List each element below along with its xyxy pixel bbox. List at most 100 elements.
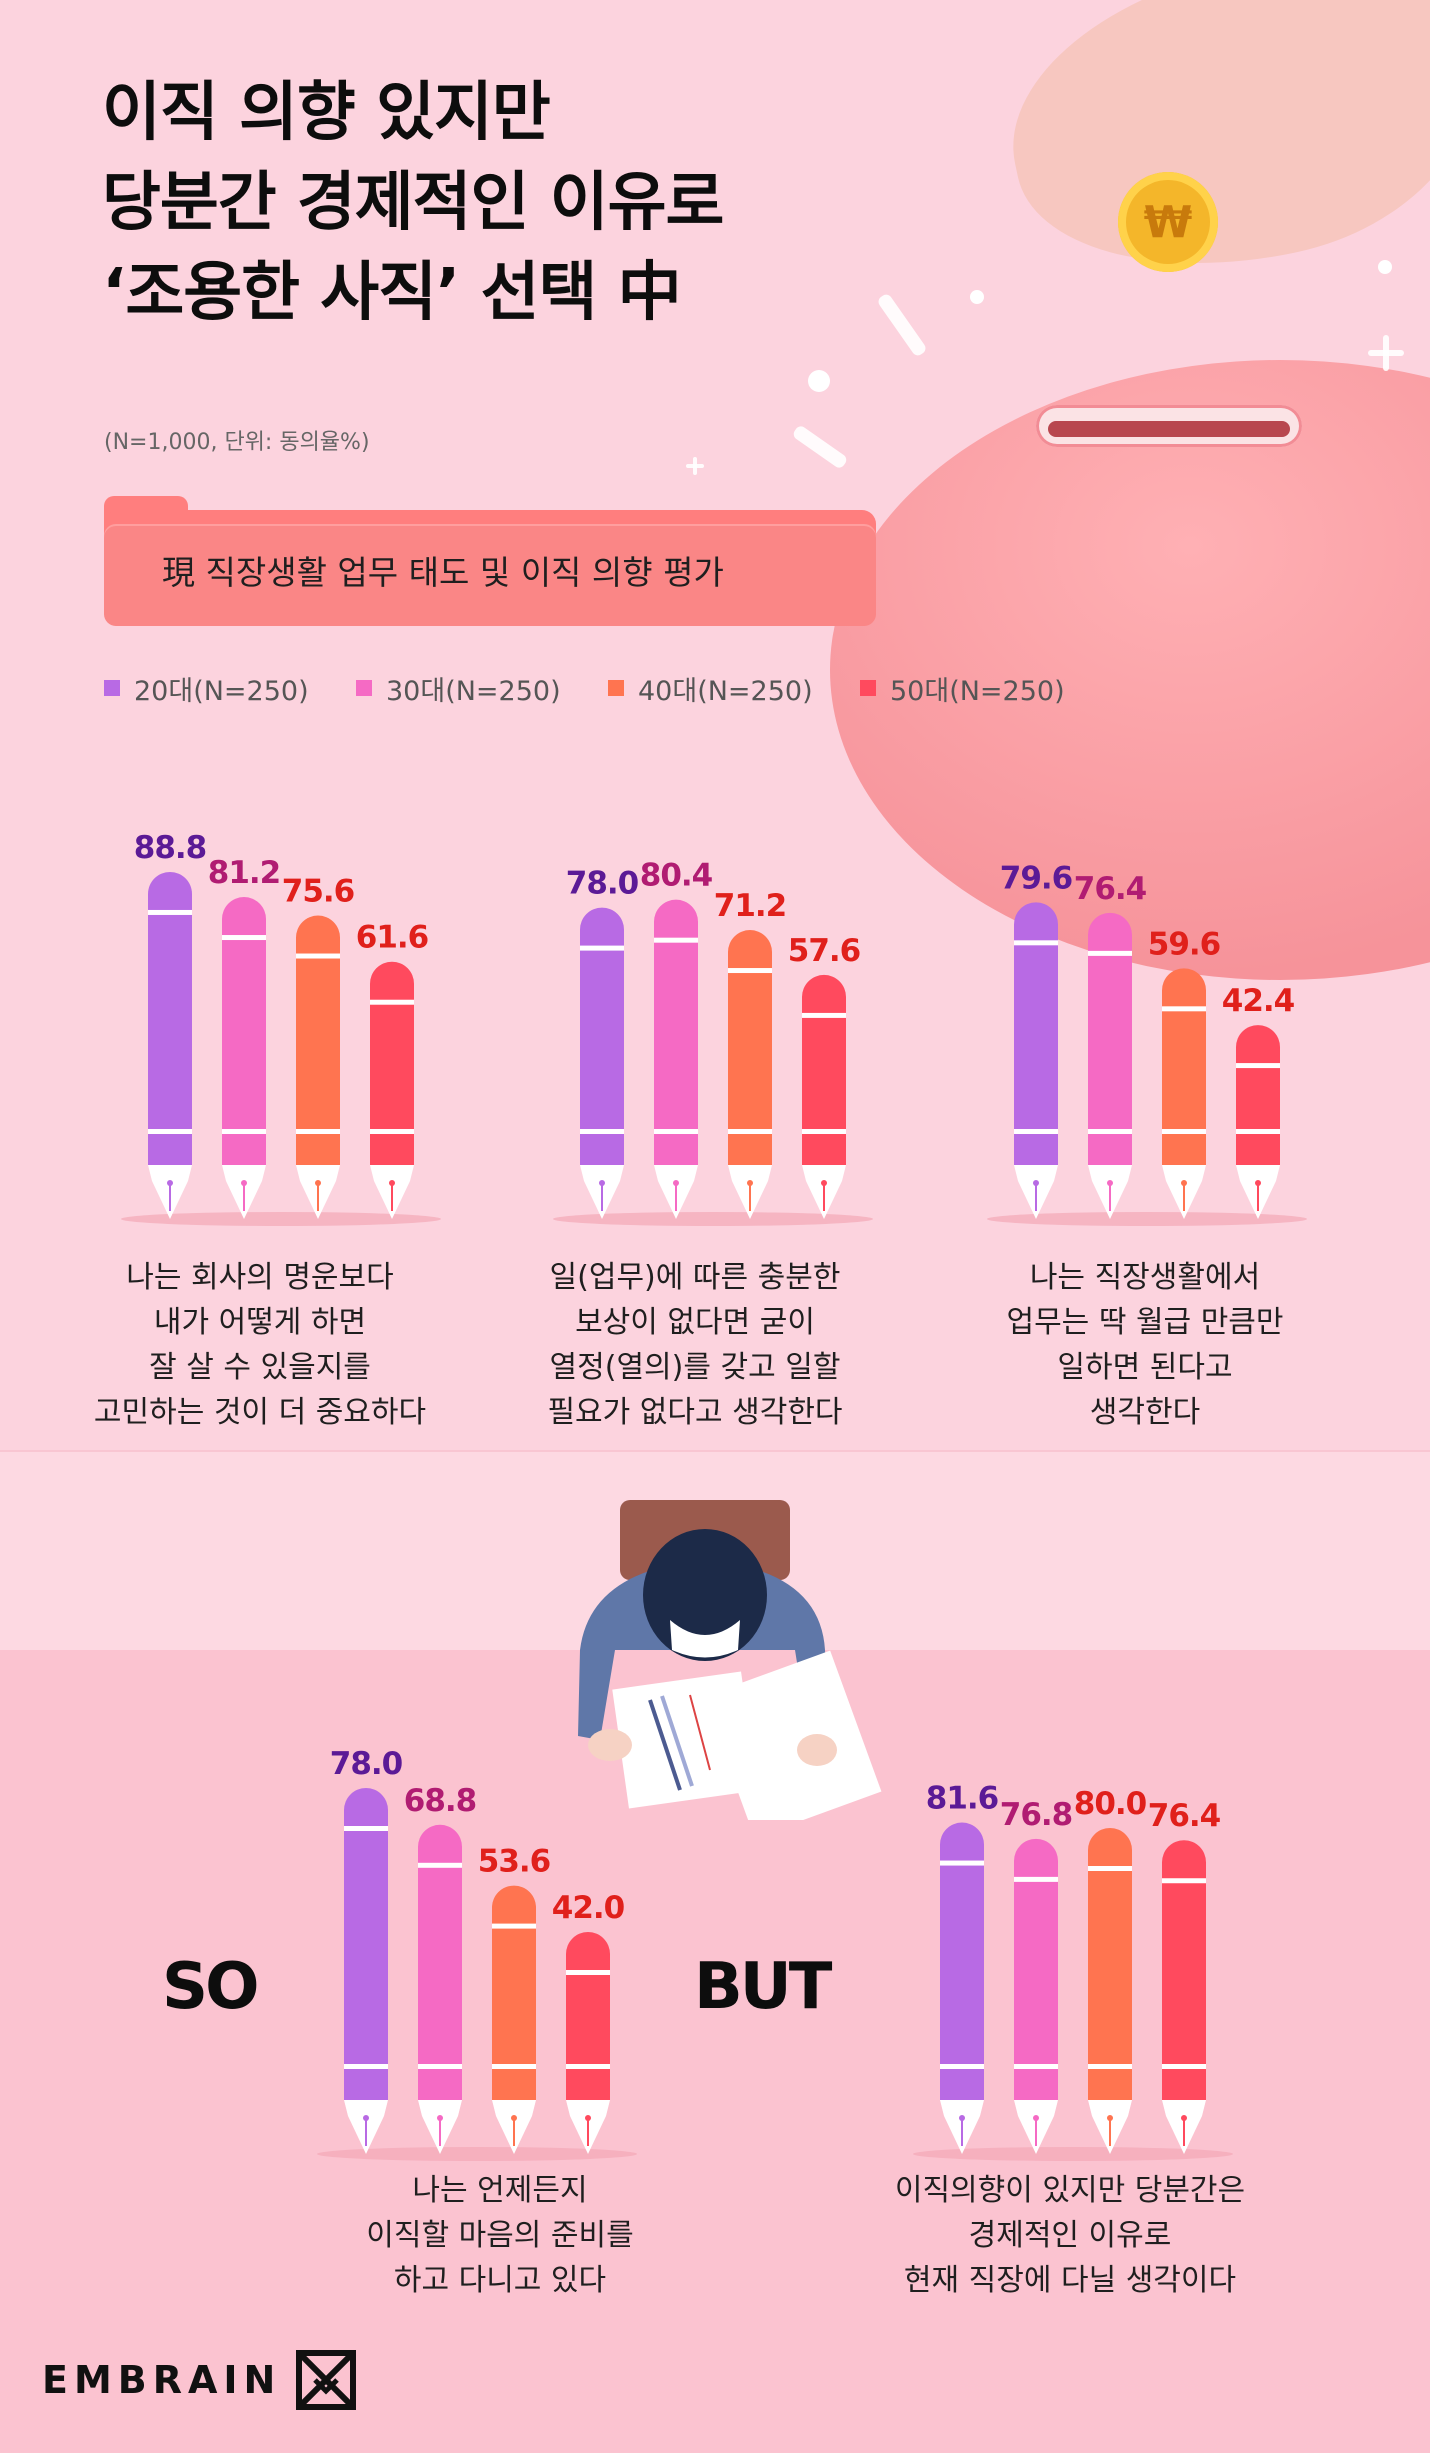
bar-value-label: 42.4 [1222,983,1295,1019]
bar-value-label: 79.6 [1000,860,1073,896]
bar-band-bottom [580,1129,624,1134]
legend-item: 40대(N=250) [608,668,860,708]
bar-band-top [566,1970,610,1975]
pen-nib-hole [1255,1180,1261,1186]
pen-nib-hole [511,2115,517,2121]
bar-value-label: 81.2 [208,855,281,891]
chart-caption: 나는 회사의 명운보다 내가 어떻게 하면 잘 살 수 있을지를 고민하는 것이… [60,1255,460,1435]
bar-group-shadow [553,1212,873,1226]
caption-line: 보상이 없다면 굳이 [575,1305,815,1340]
bar-value-label: 61.6 [356,920,429,956]
chart-legend: 20대(N=250) 30대(N=250) 40대(N=250) 50대(N=2… [104,668,1112,708]
bar-band-top [728,968,772,974]
bar [654,899,698,1165]
bar-band-bottom [1014,2064,1058,2069]
legend-swatch [356,680,372,696]
caption-line: 하고 다니고 있다 [393,2263,607,2298]
sparkle-plus-1b [1383,335,1389,371]
pen-nib-hole [673,1180,679,1186]
bar [296,915,340,1165]
sparkle-plus-2b [693,457,697,475]
bar-group-shadow [913,2147,1233,2161]
caption-line: 나는 회사의 명운보다 [126,1260,394,1295]
pen-nib-hole [389,1180,395,1186]
pen-nib-hole [1181,1180,1187,1186]
bar-band-top [492,1923,536,1929]
sparkle-dot-3 [1378,260,1392,274]
pen-nib-hole [1033,2115,1039,2121]
bar [370,961,414,1165]
bar-band-bottom [370,1129,414,1134]
bar-value-label: 57.6 [788,933,861,969]
pen-nib-hole [747,1180,753,1186]
bar-band-bottom [1088,1129,1132,1134]
bar-band-top [296,953,340,959]
bar-band-top [1236,1063,1280,1069]
bar [344,1788,388,2100]
pen-nib-hole [585,2115,591,2121]
caption-line: 나는 언제든지 [412,2173,588,2208]
pen-nib-hole [437,2115,443,2121]
bar [940,1822,984,2100]
bar-value-label: 53.6 [478,1844,551,1880]
bar-value-label: 78.0 [566,866,639,902]
bar-band-bottom [492,2064,536,2069]
bar [1088,1828,1132,2100]
caption-line: 현재 직장에 다닐 생각이다 [903,2263,1237,2298]
bar-value-label: 80.4 [640,858,713,894]
caption-line: 고민하는 것이 더 중요하다 [93,1395,427,1430]
caption-line: 생각한다 [1089,1395,1201,1430]
caption-line: 열정(열의)를 갖고 일할 [549,1350,841,1385]
office-worker-illustration [578,1500,882,1820]
bar-band-bottom [1162,2064,1206,2069]
bar-band-bottom [344,2064,388,2069]
pen-nib-hole [1107,2115,1113,2121]
section-header-inner [104,524,876,626]
caption-line: 필요가 없다고 생각한다 [547,1395,843,1430]
bar-band-bottom [418,2064,462,2069]
brand-mark-icon [296,2350,357,2410]
pen-nib-hole [363,2115,369,2121]
bar [802,974,846,1165]
legend-item: 20대(N=250) [104,668,356,708]
bar [580,907,624,1165]
pen-nib-hole [821,1180,827,1186]
sparkle-dot-2 [970,290,984,304]
pen-nib-hole [1033,1180,1039,1186]
pen-nib-hole [315,1180,321,1186]
bar-band-top [344,1826,388,1831]
legend-label: 30대(N=250) [386,675,561,707]
bar-band-bottom [1236,1129,1280,1134]
bar [1236,1025,1280,1165]
pen-nib-hole [959,2115,965,2121]
caption-line: 일하면 된다고 [1057,1350,1233,1385]
bar-band-top [802,1012,846,1018]
bar-band-top [1014,940,1058,946]
caption-line: 이직할 마음의 준비를 [366,2218,634,2253]
caption-line: 경제적인 이유로 [968,2218,1172,2253]
but-label: BUT [694,1950,832,2024]
bar-band-top [370,999,414,1005]
bar-band-top [418,1862,462,1868]
caption-line: 내가 어떻게 하면 [153,1305,367,1340]
pen-nib-hole [241,1180,247,1186]
bar-band-top [148,909,192,915]
bar-value-label: 59.6 [1148,926,1221,962]
bar [1014,902,1058,1165]
so-label: SO [162,1950,259,2024]
sample-note: (N=1,000, 단위: 동의율%) [104,430,370,455]
bar [222,897,266,1165]
bar-band-bottom [566,2064,610,2069]
title-line: 당분간 경제적인 이유로 [102,166,724,240]
chart-caption: 일(업무)에 따른 충분한 보상이 없다면 굳이 열정(열의)를 갖고 일할 필… [495,1255,895,1435]
won-coin-icon: ₩ [1118,172,1218,272]
bar-band-top [654,937,698,943]
bar-group-shadow [121,1212,441,1226]
bar-group-shadow [987,1212,1307,1226]
caption-line: 나는 직장생활에서 [1029,1260,1261,1295]
pen-nib-hole [167,1180,173,1186]
bar-band-bottom [1162,1129,1206,1134]
caption-line: 일(업무)에 따른 충분한 [549,1260,841,1295]
legend-label: 20대(N=250) [134,675,309,707]
